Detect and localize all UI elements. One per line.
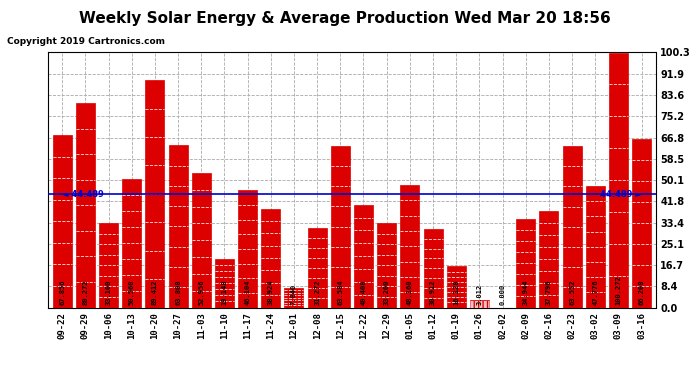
Bar	[262, 209, 280, 308]
Bar	[354, 205, 373, 308]
Text: 30.912: 30.912	[430, 280, 436, 306]
Bar	[377, 223, 396, 308]
Bar	[516, 219, 535, 308]
Text: 33.100: 33.100	[106, 280, 112, 306]
Bar	[76, 104, 95, 308]
Text: ◄ 44.489: ◄ 44.489	[62, 190, 104, 199]
Text: 33.200: 33.200	[384, 280, 390, 306]
Text: 100.272: 100.272	[615, 276, 622, 306]
Bar	[99, 224, 118, 308]
Text: 47.776: 47.776	[592, 280, 598, 306]
Text: 46.104: 46.104	[245, 280, 250, 306]
Text: 40.408: 40.408	[360, 280, 366, 306]
Text: Weekly Solar Energy & Average Production Wed Mar 20 18:56: Weekly Solar Energy & Average Production…	[79, 11, 611, 26]
Text: 3.012: 3.012	[476, 284, 482, 306]
Bar	[192, 173, 210, 308]
Text: 38.924: 38.924	[268, 280, 274, 306]
Text: 50.560: 50.560	[129, 280, 135, 306]
Text: 44.489 ►: 44.489 ►	[600, 190, 642, 199]
Text: 63.584: 63.584	[337, 280, 344, 306]
Bar	[424, 229, 442, 308]
Bar	[215, 259, 234, 308]
Bar	[238, 190, 257, 308]
Text: 67.856: 67.856	[59, 280, 66, 306]
Bar	[284, 288, 304, 308]
Bar	[609, 53, 628, 308]
Bar	[562, 146, 582, 308]
Bar	[52, 135, 72, 308]
Bar	[632, 139, 651, 308]
Bar	[400, 185, 420, 308]
Text: Copyright 2019 Cartronics.com: Copyright 2019 Cartronics.com	[7, 38, 165, 46]
Text: 7.840: 7.840	[291, 284, 297, 306]
Bar	[540, 211, 558, 308]
Text: 19.148: 19.148	[221, 280, 228, 306]
Text: 31.272: 31.272	[314, 280, 320, 306]
Text: 0.000: 0.000	[500, 284, 506, 306]
Bar	[146, 80, 164, 308]
Text: 80.272: 80.272	[82, 280, 88, 306]
Bar	[586, 186, 604, 308]
Text: 63.808: 63.808	[175, 280, 181, 306]
Bar	[470, 300, 489, 307]
Text: 34.944: 34.944	[523, 280, 529, 306]
Text: 52.956: 52.956	[198, 280, 204, 306]
Bar	[331, 146, 350, 308]
Bar	[168, 145, 188, 308]
Text: 63.552: 63.552	[569, 280, 575, 306]
Text: 16.128: 16.128	[453, 280, 459, 306]
Text: 37.796: 37.796	[546, 280, 552, 306]
Bar	[446, 267, 466, 308]
Bar	[122, 179, 141, 308]
Bar	[308, 228, 326, 308]
Text: 66.208: 66.208	[638, 280, 644, 306]
Text: 48.160: 48.160	[407, 280, 413, 306]
Text: 89.412: 89.412	[152, 280, 158, 306]
